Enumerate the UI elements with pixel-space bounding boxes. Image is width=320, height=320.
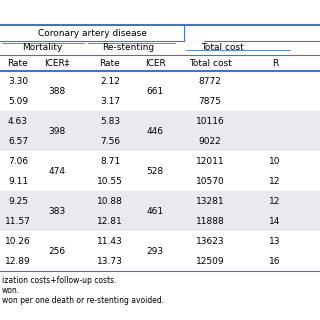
Text: ization costs+follow-up costs.: ization costs+follow-up costs. — [2, 276, 116, 285]
Text: 388: 388 — [48, 86, 66, 95]
Text: Total cost: Total cost — [188, 59, 231, 68]
Bar — [0, 91, 320, 111]
Bar — [0, 251, 320, 271]
Text: Total cost: Total cost — [201, 44, 244, 52]
Text: 11888: 11888 — [196, 217, 224, 226]
Text: 7.56: 7.56 — [100, 137, 120, 146]
Text: ICER: ICER — [145, 59, 165, 68]
Text: 4.63: 4.63 — [8, 116, 28, 125]
Bar — [0, 231, 320, 251]
Text: Rate: Rate — [8, 59, 28, 68]
Text: 12011: 12011 — [196, 156, 224, 165]
Text: 10.88: 10.88 — [97, 196, 123, 205]
Text: 12509: 12509 — [196, 257, 224, 266]
Bar — [0, 151, 320, 171]
Text: 10.55: 10.55 — [97, 177, 123, 186]
Text: 256: 256 — [48, 246, 66, 255]
Text: 13: 13 — [269, 236, 281, 245]
Text: 398: 398 — [48, 126, 66, 135]
Bar — [0, 171, 320, 191]
Text: 8772: 8772 — [199, 76, 221, 85]
Bar — [0, 71, 320, 91]
Text: 528: 528 — [147, 166, 164, 175]
Text: 10116: 10116 — [196, 116, 224, 125]
Text: 10: 10 — [269, 156, 281, 165]
Text: 2.12: 2.12 — [100, 76, 120, 85]
Text: Rate: Rate — [100, 59, 120, 68]
Text: 293: 293 — [147, 246, 164, 255]
Text: 7.06: 7.06 — [8, 156, 28, 165]
Text: Coronary artery disease: Coronary artery disease — [37, 28, 147, 37]
Text: 13623: 13623 — [196, 236, 224, 245]
Text: 16: 16 — [269, 257, 281, 266]
Bar — [0, 211, 320, 231]
Text: 13.73: 13.73 — [97, 257, 123, 266]
Text: 7875: 7875 — [198, 97, 221, 106]
Text: 13281: 13281 — [196, 196, 224, 205]
Text: 9.11: 9.11 — [8, 177, 28, 186]
Text: Mortality: Mortality — [22, 44, 62, 52]
Text: 12: 12 — [269, 177, 281, 186]
Text: 474: 474 — [49, 166, 66, 175]
Text: 12.89: 12.89 — [5, 257, 31, 266]
Text: 14: 14 — [269, 217, 281, 226]
Text: 8.71: 8.71 — [100, 156, 120, 165]
Text: 461: 461 — [147, 206, 164, 215]
Text: 446: 446 — [147, 126, 164, 135]
Text: Re-stenting: Re-stenting — [102, 44, 154, 52]
Text: 5.83: 5.83 — [100, 116, 120, 125]
Text: 5.09: 5.09 — [8, 97, 28, 106]
Text: 10570: 10570 — [196, 177, 224, 186]
Bar — [0, 191, 320, 211]
Text: 3.17: 3.17 — [100, 97, 120, 106]
Text: won.: won. — [2, 286, 20, 295]
Text: 11.43: 11.43 — [97, 236, 123, 245]
Text: 3.30: 3.30 — [8, 76, 28, 85]
Bar — [0, 111, 320, 131]
Text: 12: 12 — [269, 196, 281, 205]
Text: 12.81: 12.81 — [97, 217, 123, 226]
Text: won per one death or re-stenting avoided.: won per one death or re-stenting avoided… — [2, 296, 164, 305]
Bar — [0, 131, 320, 151]
Text: 11.57: 11.57 — [5, 217, 31, 226]
Text: 383: 383 — [48, 206, 66, 215]
Text: 9022: 9022 — [199, 137, 221, 146]
Text: 9.25: 9.25 — [8, 196, 28, 205]
Text: R: R — [272, 59, 278, 68]
Bar — [0, 0, 320, 41]
Text: 10.26: 10.26 — [5, 236, 31, 245]
Text: 6.57: 6.57 — [8, 137, 28, 146]
Text: 661: 661 — [146, 86, 164, 95]
Text: ICER‡: ICER‡ — [44, 59, 70, 68]
